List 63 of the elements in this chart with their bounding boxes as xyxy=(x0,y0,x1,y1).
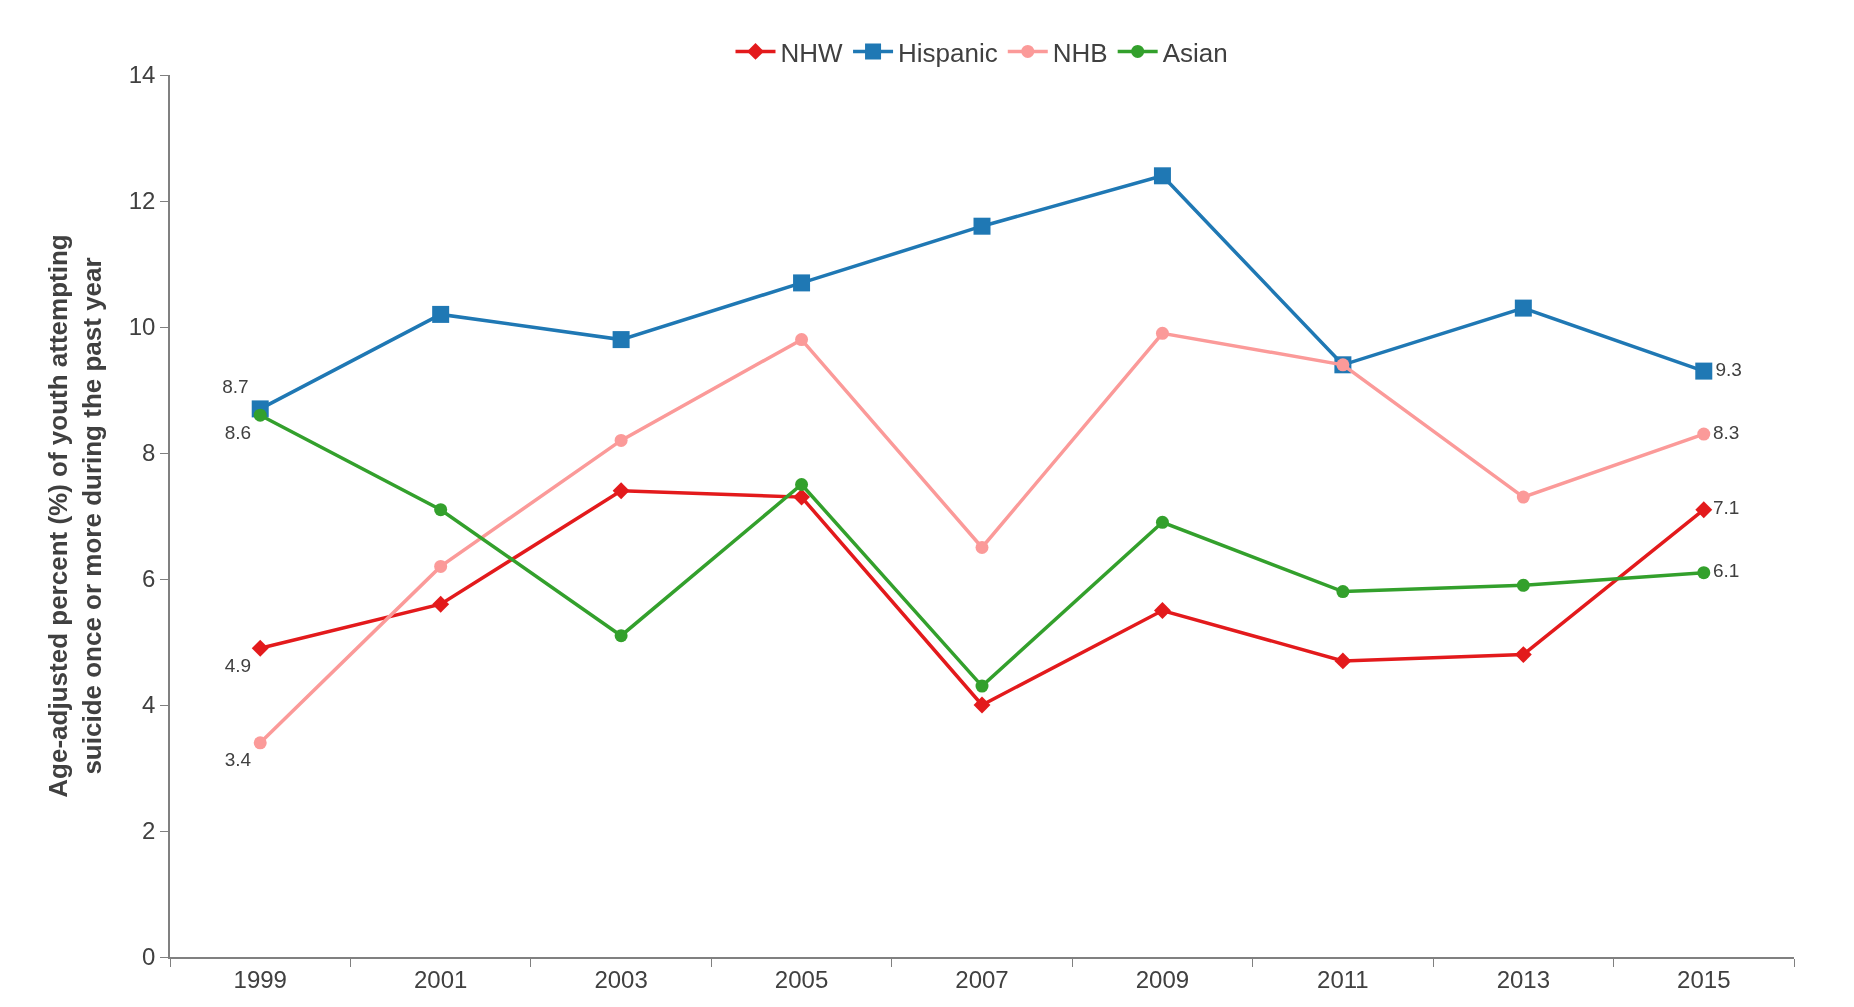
point xyxy=(614,629,628,643)
x-tick-label: 2005 xyxy=(774,965,829,993)
point xyxy=(1153,602,1171,619)
data-label: 8.3 xyxy=(1712,421,1740,443)
y-tick-label: 12 xyxy=(128,187,156,215)
x-tick-label: 2015 xyxy=(1677,965,1731,993)
point xyxy=(432,595,450,613)
y-tick-label: 8 xyxy=(142,439,156,467)
point xyxy=(973,217,991,235)
point xyxy=(614,433,628,447)
point xyxy=(1695,362,1713,380)
y-tick-label: 6 xyxy=(142,565,156,593)
point xyxy=(975,541,989,554)
y-axis-title: Age-adjusted percent (%) of youth attempting suicide once or more during the past year xyxy=(42,234,107,798)
point xyxy=(1516,578,1530,592)
data-label: 3.4 xyxy=(224,749,252,771)
point xyxy=(612,482,630,500)
point xyxy=(1155,515,1169,529)
point xyxy=(795,333,809,347)
point xyxy=(1516,490,1530,504)
point xyxy=(1514,299,1532,317)
point xyxy=(1334,652,1352,670)
x-tick-label: 2007 xyxy=(955,965,1009,993)
data-label: 8.6 xyxy=(224,421,252,443)
legend-label: Asian xyxy=(1162,37,1228,68)
data-label: 9.3 xyxy=(1715,358,1742,380)
point xyxy=(1336,585,1350,599)
legend-label: Hispanic xyxy=(898,37,998,68)
legend-label: NHW xyxy=(780,37,844,68)
y-tick-label: 0 xyxy=(142,943,156,971)
data-label: 6.1 xyxy=(1712,560,1740,582)
point xyxy=(1153,167,1171,185)
x-tick-label: 2001 xyxy=(413,965,468,993)
point xyxy=(1697,566,1711,580)
point xyxy=(1155,326,1169,340)
x-tick-label: 2013 xyxy=(1496,965,1551,993)
point xyxy=(612,331,630,349)
x-tick-label: 2011 xyxy=(1317,965,1369,993)
point xyxy=(1697,427,1711,441)
data-label: 8.7 xyxy=(222,375,249,397)
data-label: 4.9 xyxy=(224,654,252,676)
point xyxy=(793,488,811,506)
point xyxy=(975,679,989,693)
x-tick-label: 2009 xyxy=(1135,965,1190,993)
point xyxy=(253,408,267,422)
point xyxy=(795,478,809,491)
point xyxy=(1514,646,1532,664)
y-tick-label: 2 xyxy=(142,817,156,845)
x-tick-label: 2003 xyxy=(594,965,648,993)
point xyxy=(251,639,269,657)
y-tick-label: 14 xyxy=(128,61,156,89)
point xyxy=(432,305,450,323)
point xyxy=(793,274,811,292)
y-tick-label: 4 xyxy=(142,691,156,719)
data-label: 7.1 xyxy=(1712,497,1740,519)
point xyxy=(434,559,448,573)
point xyxy=(1695,501,1713,519)
x-tick-label: 1999 xyxy=(233,965,287,993)
point xyxy=(253,736,267,750)
legend-label: NHB xyxy=(1052,37,1108,68)
point xyxy=(973,696,991,714)
point xyxy=(434,503,448,517)
y-tick-label: 10 xyxy=(128,313,156,341)
